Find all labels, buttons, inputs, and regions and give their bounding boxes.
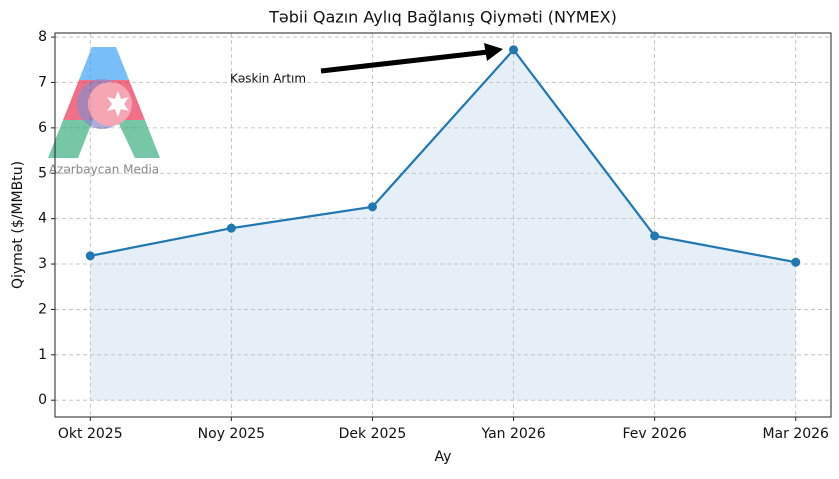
y-tick-label: 5: [38, 165, 47, 181]
x-tick-label: Noy 2025: [198, 426, 265, 442]
x-tick-label: Fev 2026: [623, 426, 687, 442]
point: [791, 257, 801, 267]
watermark-text: Azərbaycan Media: [49, 163, 159, 177]
y-tick-label: 7: [38, 74, 47, 90]
x-tick-label: Dek 2025: [339, 426, 407, 442]
y-tick-label: 1: [38, 347, 47, 363]
point: [367, 202, 377, 212]
y-tick-label: 0: [38, 392, 47, 408]
y-axis-label: Qiymət ($/MMBtu): [10, 161, 26, 289]
x-tick-label: Mar 2026: [762, 426, 829, 442]
x-tick-label: Yan 2026: [480, 426, 545, 442]
chart-title: Təbii Qazın Aylıq Bağlanış Qiyməti (NYME…: [268, 8, 617, 27]
watermark-logo: [48, 47, 160, 158]
y-tick-label: 8: [38, 29, 47, 45]
y-tick-label: 6: [38, 120, 47, 136]
y-tick-label: 3: [38, 256, 47, 272]
line: [90, 48, 796, 264]
plot-frame: [54, 32, 832, 418]
annotation-text: Kəskin Artım: [230, 72, 306, 86]
point: [85, 251, 95, 261]
y-tick-label: 2: [38, 301, 47, 317]
annotation-arrow: [320, 43, 503, 74]
y-tick-label: 4: [38, 211, 47, 227]
point: [650, 231, 660, 241]
area: [90, 49, 796, 401]
point: [226, 223, 236, 233]
point: [509, 45, 519, 55]
x-axis-label: Ay: [435, 449, 452, 465]
x-tick-label: Okt 2025: [58, 426, 123, 442]
